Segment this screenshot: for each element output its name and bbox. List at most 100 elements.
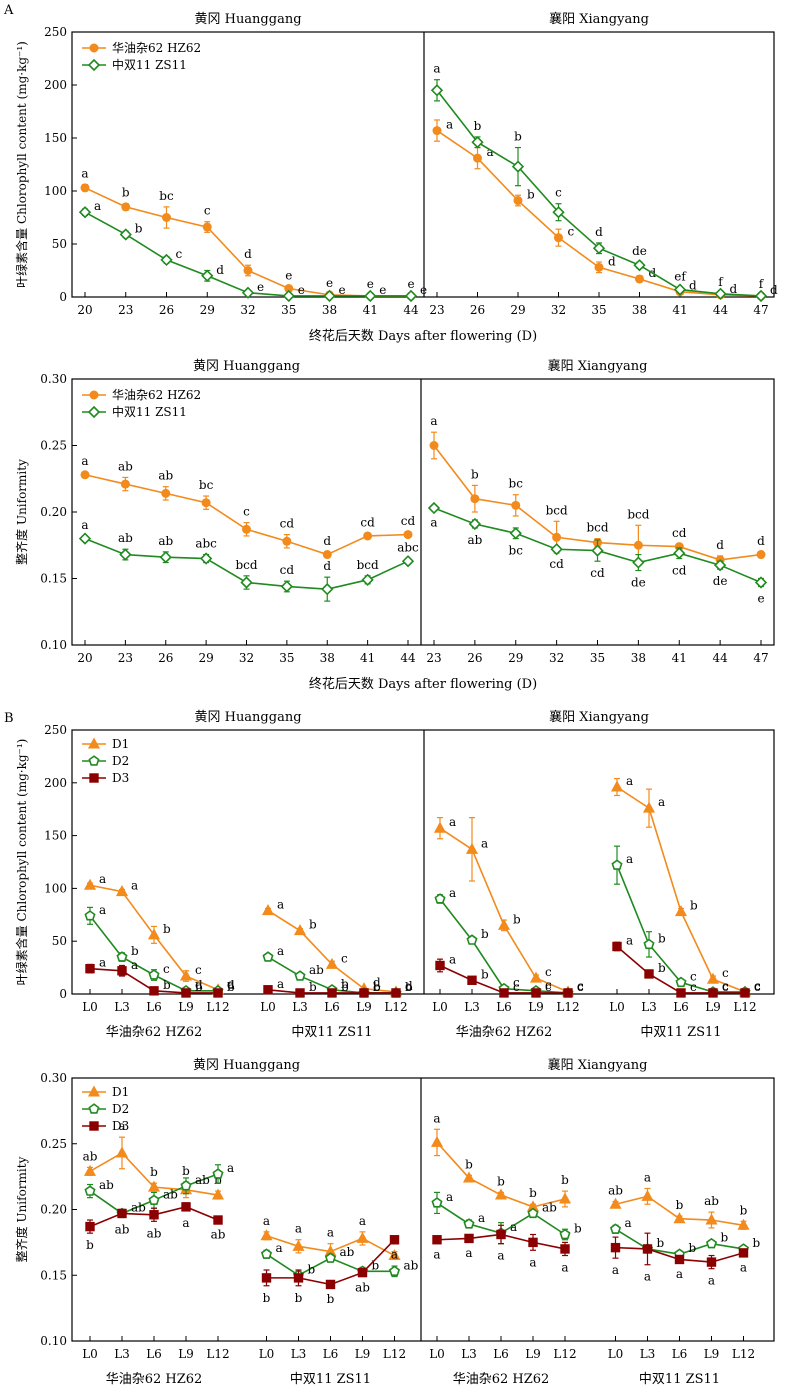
B1-significance-letter: b [341, 977, 349, 991]
A1-significance-letter: b [135, 221, 143, 235]
B2-xtick-label: L3 [114, 1347, 130, 1361]
legend-label: 中双11 ZS11 [112, 404, 187, 419]
B2-significance-letter: b [740, 1203, 748, 1217]
B2-xtick-label: L0 [82, 1347, 98, 1361]
A1-significance-letter: c [568, 225, 575, 239]
A1-significance-letter: d [770, 283, 778, 297]
B1-significance-letter: c [513, 980, 520, 994]
B1-xtick-label: L9 [356, 1000, 372, 1014]
A1-significance-letter: de [632, 244, 647, 258]
B2-data-point [610, 1242, 621, 1253]
B1-data-point [181, 988, 191, 998]
A2-ylabel: 整齐度 Uniformity [14, 459, 29, 565]
A1-data-point [78, 206, 92, 219]
B1-data-point [674, 905, 688, 917]
B1-significance-letter: c [373, 980, 380, 994]
A1-data-point [513, 196, 523, 206]
B2-data-point [356, 1231, 369, 1243]
B1-significance-letter: b [195, 980, 203, 994]
B1-significance-letter: d [373, 976, 381, 990]
B1-data-point [563, 988, 573, 998]
A2-significance-letter: cd [280, 517, 295, 531]
A1-significance-letter: e [339, 283, 346, 297]
B1-significance-letter: b [163, 978, 171, 992]
A1-significance-letter: e [298, 283, 305, 297]
A2-ytick-label: 0.10 [40, 638, 67, 652]
A1-ytick-label: 250 [44, 25, 67, 39]
B2-data-point [147, 1180, 161, 1192]
B2-xtick-label: L9 [704, 1347, 720, 1361]
B2-data-point [558, 1192, 572, 1204]
B2-data-point [148, 1194, 160, 1205]
B2-group-label: 中双11 ZS11 [290, 1372, 371, 1387]
B1-xtick-label: L0 [609, 1000, 625, 1014]
B1-ytick-label: 50 [52, 934, 67, 948]
A2-data-point [161, 488, 171, 498]
A1-data-point [162, 213, 171, 222]
B2-significance-letter: b [263, 1291, 271, 1305]
B1-significance-letter: c [722, 980, 729, 994]
B1-data-point [529, 971, 543, 983]
B2-xtick-label: L0 [429, 1347, 445, 1361]
B2-data-point [609, 1223, 622, 1234]
A2-xtick-label: 47 [753, 651, 768, 665]
A2-data-point [633, 540, 643, 550]
A2-significance-letter: cd [280, 563, 295, 577]
A1-significance-letter: d [689, 279, 697, 293]
B1-data-point [359, 988, 369, 998]
A2-significance-letter: a [81, 518, 88, 532]
B2-significance-letter: b [465, 1157, 473, 1171]
B2-data-point [324, 1252, 337, 1263]
B1-xtick-label: L12 [556, 1000, 579, 1014]
B1-significance-letter: c [227, 977, 234, 991]
B2-data-point [494, 1188, 508, 1200]
A2-data-point [242, 524, 251, 534]
B1-significance-letter: b [513, 912, 521, 926]
B1-data-point [295, 988, 305, 998]
B2-significance-letter: b [295, 1291, 303, 1305]
B2-significance-letter: a [644, 1270, 651, 1284]
B1-significance-letter: a [99, 903, 106, 917]
A2-panel-title: 襄阳 Xiangyang [548, 358, 648, 374]
B2-significance-letter: a [465, 1246, 472, 1260]
B2-panel-title: 黄冈 Huanggang [193, 1058, 300, 1073]
A1-significance-letter: b [474, 119, 482, 133]
B1-data-point [148, 969, 160, 980]
A1-xtick-label: 23 [429, 303, 444, 317]
B2-data-point [389, 1235, 400, 1245]
A1-data-point [714, 287, 727, 300]
B2-significance-letter: a [227, 1161, 234, 1175]
A1-significance-letter: d [595, 225, 603, 239]
legend-marker [87, 737, 101, 749]
B2-data-point [706, 1257, 717, 1267]
B1-group-label: 华油杂62 HZ62 [456, 1025, 553, 1040]
B2-significance-letter: b [529, 1186, 537, 1200]
B1-xtick-label: L6 [324, 1000, 340, 1014]
B1-significance-letter: c [690, 969, 697, 983]
B2-data-point [357, 1267, 368, 1278]
B1-xtick-label: L3 [114, 1000, 130, 1014]
A1-data-point [404, 289, 418, 303]
B2-significance-letter: ab [147, 1226, 162, 1240]
A2-significance-letter: bc [509, 544, 524, 558]
A1-significance-letter: e [257, 280, 264, 294]
A2-data-point [240, 576, 253, 589]
B2-xtick-label: L9 [355, 1347, 371, 1361]
B1-data-point [179, 969, 193, 981]
B2-data-point [260, 1248, 273, 1259]
A2-significance-letter: bc [199, 478, 214, 492]
B1-significance-letter: c [545, 978, 552, 992]
legend-label: D1 [112, 737, 129, 751]
B1-ytick-label: 200 [44, 776, 67, 790]
A2-data-point [552, 532, 562, 542]
A1-significance-letter: a [433, 62, 440, 76]
A2-significance-letter: d [323, 559, 331, 573]
A2-data-point [120, 479, 130, 489]
B1-xtick-label: L3 [464, 1000, 480, 1014]
A2-xtick-label: 41 [360, 651, 375, 665]
A2-data-point [673, 547, 686, 560]
A1-xtick-label: 44 [403, 303, 419, 317]
A2-significance-letter: bcd [586, 521, 608, 535]
A1-xtick-label: 41 [672, 303, 687, 317]
A2-data-point [427, 501, 441, 515]
